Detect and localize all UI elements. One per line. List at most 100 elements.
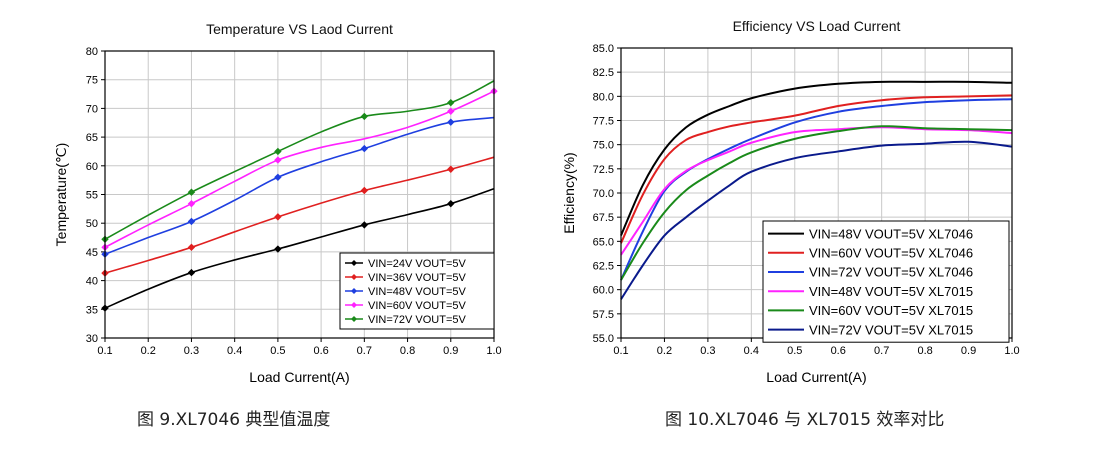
x-tick-label: 1.0 bbox=[486, 345, 501, 357]
legend-marker bbox=[351, 302, 357, 308]
series-3 bbox=[101, 116, 495, 258]
y-tick-label: 62.5 bbox=[593, 261, 614, 273]
series-5 bbox=[620, 125, 1013, 281]
y-tick-label: 40 bbox=[86, 276, 98, 288]
x-axis-label: Load Current(A) bbox=[249, 369, 349, 385]
y-axis-label: Efficiency(%) bbox=[561, 152, 577, 233]
caption-left: 图 9.XL7046 典型值温度 bbox=[137, 410, 331, 430]
legend-label: VIN=72V VOUT=5V bbox=[368, 314, 466, 326]
legend-label: VIN=36V VOUT=5V bbox=[368, 272, 466, 284]
data-point-marker bbox=[274, 213, 282, 221]
x-tick-label: 0.2 bbox=[657, 345, 672, 357]
y-tick-label: 55 bbox=[86, 190, 98, 202]
legend-label: VIN=24V VOUT=5V bbox=[368, 258, 466, 270]
y-tick-label: 65.0 bbox=[593, 236, 614, 248]
legend-label: VIN=48V VOUT=5V bbox=[368, 286, 466, 298]
legend-marker bbox=[351, 316, 357, 322]
y-tick-label: 60 bbox=[86, 161, 98, 173]
chart-2: Efficiency VS Load Current 0.1 0.2 0.3 0.4 0.… bbox=[561, 18, 1020, 385]
series-1 bbox=[101, 188, 495, 312]
x-tick-label: 0.3 bbox=[700, 345, 715, 357]
series-2 bbox=[101, 156, 495, 277]
series-line bbox=[620, 140, 1013, 300]
x-tick-label: 0.9 bbox=[443, 345, 458, 357]
chart-title: Efficiency VS Load Current bbox=[733, 18, 901, 34]
x-tick-label: 0.1 bbox=[97, 345, 112, 357]
x-tick-label: 0.5 bbox=[787, 345, 802, 357]
legend-label: VIN=60V VOUT=5V XL7015 bbox=[809, 303, 973, 318]
legend-label: VIN=72V VOUT=5V XL7015 bbox=[809, 322, 973, 337]
series-2 bbox=[620, 94, 1013, 244]
x-tick-label: 0.8 bbox=[400, 345, 415, 357]
x-tick-label: 0.8 bbox=[917, 345, 932, 357]
series-1 bbox=[620, 80, 1013, 236]
caption-right: 图 10.XL7046 与 XL7015 效率对比 bbox=[665, 410, 945, 430]
x-tick-label: 0.3 bbox=[184, 345, 199, 357]
y-tick-label: 70 bbox=[86, 103, 98, 115]
data-point-marker bbox=[187, 268, 196, 277]
legend-marker bbox=[351, 288, 357, 294]
y-tick-label: 72.5 bbox=[593, 164, 614, 176]
data-point-marker bbox=[274, 245, 282, 253]
y-tick-label: 50 bbox=[86, 218, 98, 230]
y-tick-label: 57.5 bbox=[593, 309, 614, 321]
x-tick-label: 0.4 bbox=[744, 345, 759, 357]
y-tick-label: 55.0 bbox=[593, 333, 614, 345]
data-point-marker bbox=[447, 98, 455, 107]
x-tick-label: 0.9 bbox=[961, 345, 976, 357]
y-tick-label: 80 bbox=[86, 46, 98, 58]
data-point-marker bbox=[274, 156, 282, 164]
y-tick-label: 85.0 bbox=[593, 43, 614, 55]
x-tick-label: 0.4 bbox=[227, 345, 242, 357]
y-axis-label: Temperature(℃) bbox=[53, 143, 69, 247]
series-line bbox=[104, 116, 495, 255]
x-axis-label: Load Current(A) bbox=[766, 369, 866, 385]
legend-marker bbox=[351, 274, 357, 280]
legend-label: VIN=60V VOUT=5V XL7046 bbox=[809, 245, 973, 260]
series-6 bbox=[620, 140, 1013, 300]
series-line bbox=[620, 125, 1013, 281]
data-point-marker bbox=[447, 165, 455, 173]
data-point-marker bbox=[447, 199, 455, 208]
x-tick-label: 0.1 bbox=[613, 345, 628, 357]
legend-marker bbox=[351, 260, 357, 266]
data-point-marker bbox=[187, 217, 196, 226]
series-3 bbox=[620, 98, 1013, 281]
series-line bbox=[104, 156, 495, 274]
data-point-marker bbox=[274, 173, 282, 181]
data-point-marker bbox=[360, 112, 369, 121]
data-point-marker bbox=[447, 118, 455, 126]
x-tick-label: 1.0 bbox=[1004, 345, 1019, 357]
data-point-marker bbox=[187, 243, 196, 252]
y-tick-label: 77.5 bbox=[593, 116, 614, 128]
y-tick-label: 35 bbox=[86, 304, 98, 316]
x-tick-label: 0.6 bbox=[313, 345, 328, 357]
y-tick-label: 80.0 bbox=[593, 91, 614, 103]
x-tick-label: 0.7 bbox=[874, 345, 889, 357]
legend-box bbox=[762, 220, 1010, 343]
data-point-marker bbox=[187, 188, 196, 196]
legend: VIN=48V VOUT=5V XL7046 VIN=60V VOUT=5V XL… bbox=[762, 220, 1010, 343]
x-tick-label: 0.6 bbox=[831, 345, 846, 357]
legend-label: VIN=72V VOUT=5V XL7046 bbox=[809, 265, 973, 280]
y-tick-label: 30 bbox=[86, 333, 98, 345]
series-line bbox=[104, 90, 495, 249]
legend-label: VIN=48V VOUT=5V XL7015 bbox=[809, 284, 973, 299]
series-line bbox=[104, 80, 495, 240]
series-line bbox=[620, 80, 1013, 236]
data-point-marker bbox=[360, 221, 369, 229]
x-tick-label: 0.5 bbox=[270, 345, 285, 357]
y-tick-label: 82.5 bbox=[593, 67, 614, 79]
y-tick-label: 60.0 bbox=[593, 285, 614, 297]
y-tick-label: 70.0 bbox=[593, 188, 614, 200]
data-point-marker bbox=[274, 147, 282, 156]
x-tick-label: 0.2 bbox=[141, 345, 156, 357]
data-point-marker bbox=[360, 186, 369, 195]
legend-label: VIN=48V VOUT=5V XL7046 bbox=[809, 226, 973, 241]
data-point-marker bbox=[360, 144, 369, 153]
series-line bbox=[104, 188, 495, 309]
chart-title: Temperature VS Laod Current bbox=[206, 21, 393, 37]
charts-canvas: Temperature VS Laod Current 0.1 0.2 0.3 0.4 0… bbox=[53, 18, 1020, 385]
series-line bbox=[620, 98, 1013, 281]
legend-box bbox=[339, 252, 495, 330]
